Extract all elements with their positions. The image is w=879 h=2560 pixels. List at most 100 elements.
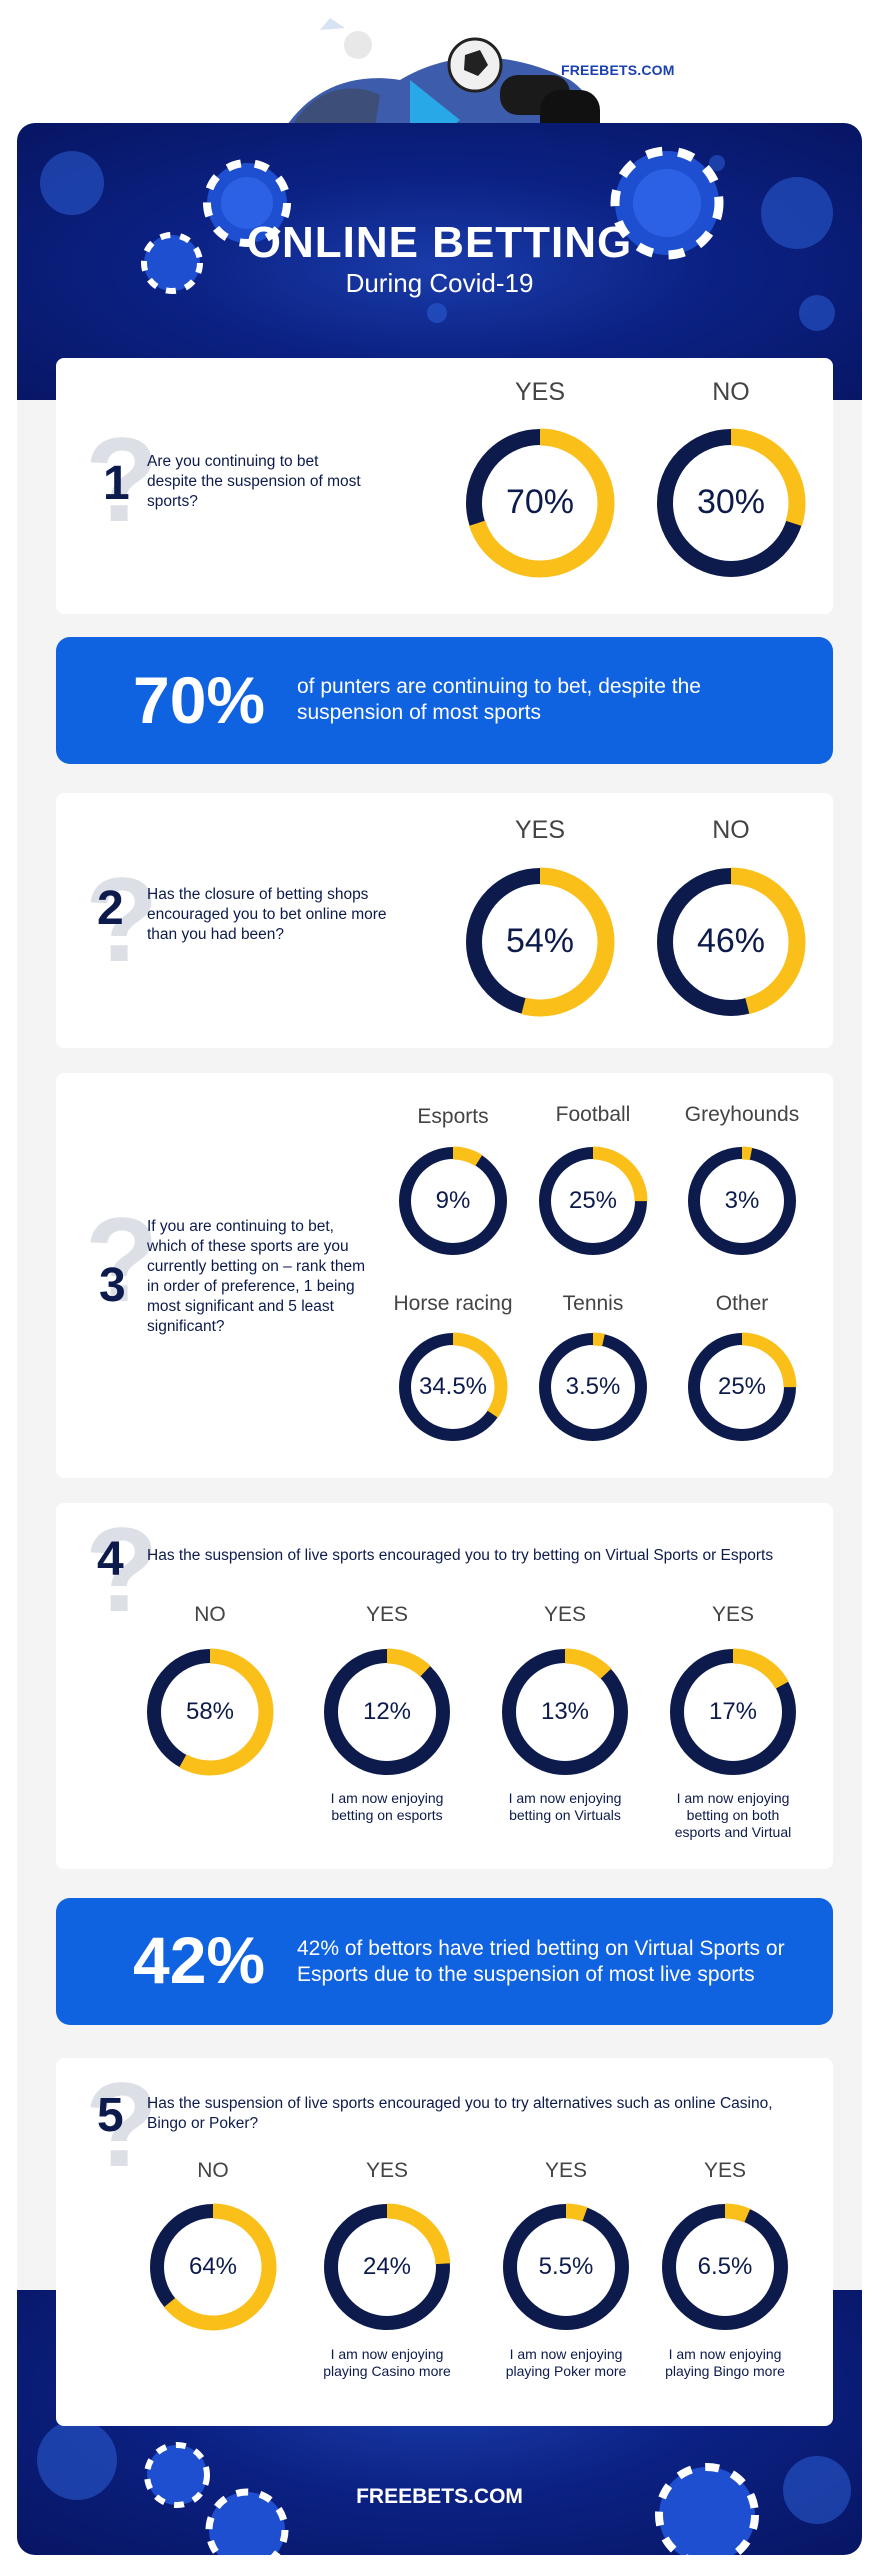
answer-label: Esports (417, 1105, 489, 1128)
question-mark-icon: ? (85, 1503, 159, 1637)
donut-value-arc (656, 867, 806, 1017)
donut-percent-label: 54% (505, 921, 575, 960)
banner-text: 42% of bettors have tried betting on Vir… (297, 1937, 785, 1986)
banner-text: of punters are continuing to bet, despit… (297, 675, 701, 724)
donut-chart (661, 2203, 789, 2331)
donut-value-arc (501, 1648, 629, 1776)
donut-chart (501, 1648, 629, 1776)
poker-chip-right (610, 146, 724, 260)
answer-caption: I am now enjoying playing Bingo more (665, 2346, 785, 2379)
donut-percent-label: 25% (717, 1372, 767, 1400)
answer-label: NO (712, 816, 750, 844)
donut-chart (465, 867, 615, 1017)
donut-value-arc (146, 1648, 274, 1776)
donut-chart (465, 428, 615, 578)
answer-label: NO (194, 1603, 226, 1626)
donut-value-arc (669, 1648, 797, 1776)
question-text: Has the suspension of live sports encour… (147, 2095, 773, 2132)
donut-percent-label: 46% (696, 921, 766, 960)
donut-chart (656, 428, 806, 578)
donut-value-arc (465, 428, 615, 578)
question-text: Are you continuing to bet despite the su… (147, 453, 361, 510)
question-number: 4 (97, 1533, 124, 1586)
question-text: If you are continuing to bet, which of t… (147, 1218, 365, 1335)
donut-chart (149, 2203, 277, 2331)
donut-percent-label: 17% (708, 1697, 758, 1725)
answer-caption: I am now enjoying playing Poker more (505, 2346, 627, 2379)
answer-label: NO (712, 378, 750, 406)
donut-value-arc (538, 1332, 648, 1442)
donut-percent-label: 6.5% (697, 2252, 753, 2280)
brand-logo-bottom: FREEBETS.COM (356, 2485, 523, 2508)
donut-percent-label: 13% (540, 1697, 590, 1725)
question-mark-icon: ? (85, 1193, 159, 1327)
donut-percent-label: 25% (568, 1186, 618, 1214)
donut-percent-label: 9% (435, 1186, 471, 1214)
question-number: 3 (99, 1259, 126, 1312)
donut-percent-label: 12% (362, 1697, 412, 1725)
donut-chart (398, 1146, 508, 1256)
answer-label: YES (365, 2159, 409, 2182)
banner-big-stat: 70% (133, 663, 266, 737)
answer-label: YES (544, 2159, 588, 2182)
donut-percent-label: 3% (724, 1186, 760, 1214)
question-number: 2 (97, 882, 124, 935)
question-text: Has the closure of betting shops encoura… (147, 886, 387, 943)
donut-chart (669, 1648, 797, 1776)
donut-percent-label: 24% (362, 2252, 412, 2280)
virus-decoration (40, 146, 835, 331)
donut-value-arc (687, 1332, 797, 1442)
donut-percent-label: 30% (696, 482, 766, 521)
answer-caption: I am now enjoying betting on esports (330, 1790, 444, 1823)
donut-chart (323, 1648, 451, 1776)
question-card-4 (56, 1503, 833, 1869)
donut-percent-label: 64% (188, 2252, 238, 2280)
page-subtitle: During Covid-19 (345, 268, 534, 298)
donut-chart (323, 2203, 451, 2331)
answer-label: YES (543, 1603, 587, 1626)
poker-chip-left (141, 159, 291, 294)
question-mark-icon: ? (85, 413, 159, 547)
donut-percent-label: 5.5% (538, 2252, 594, 2280)
donut-chart (538, 1146, 648, 1256)
answer-label: YES (365, 1603, 409, 1626)
question-mark-icon: ? (85, 2058, 159, 2192)
donut-value-arc (687, 1146, 797, 1256)
donut-percent-label: 58% (185, 1697, 235, 1725)
donut-chart (146, 1648, 274, 1776)
question-number: 5 (97, 2089, 124, 2142)
donut-value-arc (502, 2203, 630, 2331)
donut-value-arc (656, 428, 806, 578)
answer-caption: I am now enjoying playing Casino more (323, 2346, 451, 2379)
answer-label: Other (715, 1292, 769, 1315)
brand-logo-top: FREEBETS.COM (561, 62, 675, 78)
donut-value-arc (538, 1146, 648, 1256)
donut-percent-label: 34.5% (418, 1372, 488, 1400)
answer-caption: I am now enjoying betting on both esport… (674, 1790, 792, 1840)
answer-label: YES (711, 1603, 755, 1626)
donut-value-arc (661, 2203, 789, 2331)
answer-label: YES (703, 2159, 747, 2182)
answer-label: Greyhounds (684, 1103, 800, 1126)
donut-percent-label: 70% (505, 482, 575, 521)
donut-value-arc (398, 1146, 508, 1256)
donut-chart (538, 1332, 648, 1442)
answer-label: YES (514, 378, 566, 406)
stat-banner-2 (56, 1898, 833, 2025)
donut-percent-label: 3.5% (565, 1372, 621, 1400)
donut-value-arc (398, 1332, 508, 1442)
donut-chart (398, 1332, 508, 1442)
answer-label: Horse racing (393, 1292, 513, 1315)
stat-banner-1 (56, 637, 833, 764)
page-title: ONLINE BETTING (246, 218, 633, 267)
question-text: Has the suspension of live sports encour… (147, 1547, 774, 1564)
donut-chart (687, 1146, 797, 1256)
donut-value-arc (323, 1648, 451, 1776)
donut-chart (687, 1332, 797, 1442)
donut-value-arc (323, 2203, 451, 2331)
answer-label: YES (514, 816, 566, 844)
question-mark-icon: ? (85, 853, 159, 987)
answer-label: Tennis (562, 1292, 624, 1315)
question-number: 1 (103, 457, 130, 510)
donut-value-arc (149, 2203, 277, 2331)
